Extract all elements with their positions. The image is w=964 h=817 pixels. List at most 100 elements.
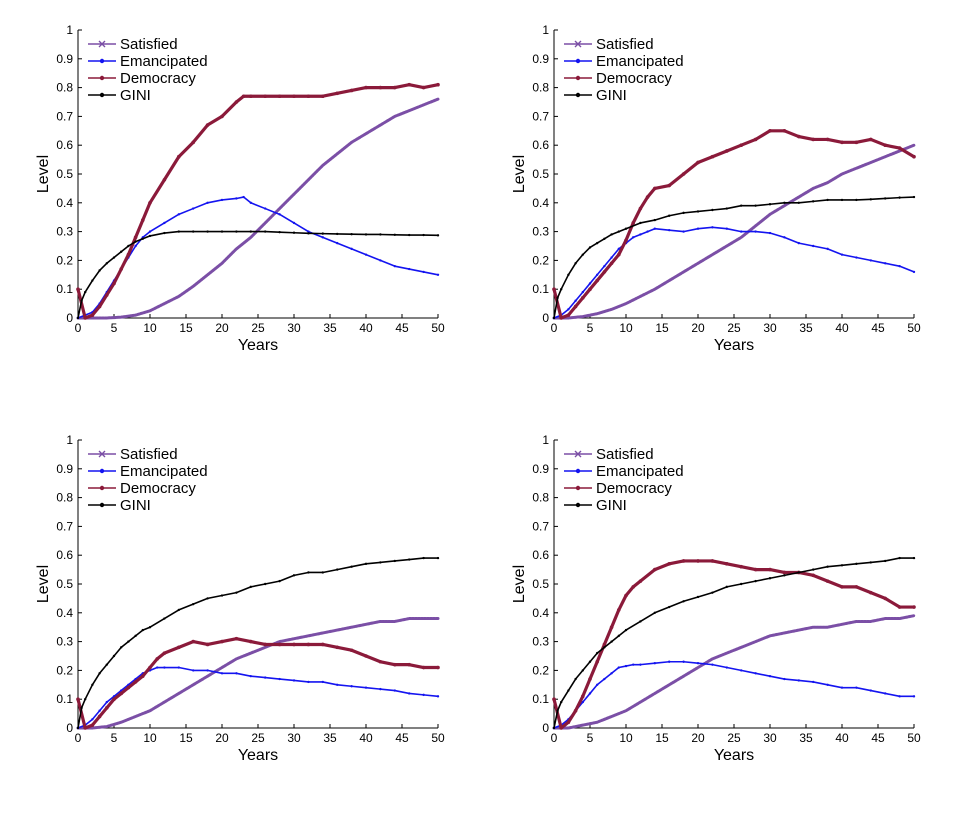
series-line-gini [553, 196, 915, 319]
data-point-democracy [854, 585, 859, 589]
data-point-democracy [581, 694, 585, 699]
data-point-emancipated [163, 221, 166, 225]
data-point-gini [624, 227, 628, 230]
data-point-gini [812, 568, 815, 571]
x-tick-label: 5 [587, 731, 594, 745]
data-point-democracy [753, 137, 758, 142]
data-point-democracy [588, 677, 592, 681]
data-point-democracy [306, 94, 311, 99]
data-point-emancipated [408, 267, 411, 271]
data-point-emancipated [278, 677, 281, 681]
legend-label-gini: GINI [120, 497, 151, 514]
data-point-emancipated [639, 663, 642, 666]
legend-label-satisfied: Satisfied [120, 36, 178, 53]
x-tick-label: 20 [215, 321, 229, 335]
data-point-democracy [624, 238, 628, 243]
data-point-gini [740, 582, 743, 586]
data-point-democracy [321, 94, 325, 99]
data-point-emancipated [826, 247, 829, 251]
data-point-democracy [559, 726, 563, 730]
data-point-democracy [696, 160, 700, 165]
data-point-democracy [292, 642, 296, 647]
data-point-gini [556, 296, 559, 300]
data-point-democracy [249, 94, 253, 99]
data-point-democracy [725, 562, 729, 566]
data-point-democracy [617, 608, 621, 612]
data-point-gini [321, 571, 324, 574]
data-point-democracy [573, 708, 578, 713]
data-point-democracy [421, 665, 426, 670]
data-point-satisfied [148, 309, 152, 312]
data-point-emancipated [603, 677, 606, 681]
data-point-satisfied [148, 709, 152, 712]
data-point-emancipated [696, 662, 700, 665]
data-point-emancipated [235, 672, 238, 675]
series-line-democracy [552, 559, 916, 730]
y-tick-label: 0 [542, 721, 549, 735]
data-point-gini [235, 591, 238, 594]
data-point-democracy [869, 137, 873, 142]
data-point-democracy [90, 313, 95, 317]
data-point-satisfied [105, 725, 109, 728]
legend-label-emancipated: Emancipated [120, 463, 208, 480]
legend-marker-emancipated [99, 58, 105, 64]
data-point-democracy [148, 201, 152, 205]
data-point-democracy [667, 183, 671, 188]
data-point-gini [639, 221, 642, 225]
data-point-emancipated [610, 256, 613, 259]
data-point-democracy [912, 605, 916, 609]
legend-marker-gini [575, 502, 581, 508]
data-point-democracy [97, 714, 102, 719]
series-line-gini [553, 557, 915, 729]
data-point-democracy [191, 639, 195, 644]
chart-panel-3: 0 5 10 15 20 25 30 35 40 45 50 0 0.1 0.2 0.3 0.4 0.5 0.6 0… [35, 433, 445, 764]
data-point-satisfied [91, 726, 94, 730]
data-point-emancipated [336, 241, 339, 245]
data-point-emancipated [98, 709, 101, 712]
data-point-gini [307, 571, 310, 574]
data-point-gini [134, 634, 137, 638]
data-point-democracy [552, 697, 556, 701]
data-point-satisfied [264, 221, 267, 225]
data-point-gini [98, 269, 101, 272]
data-point-emancipated [632, 236, 635, 239]
data-point-emancipated [192, 669, 195, 672]
data-point-emancipated [617, 666, 620, 669]
x-tick-label: 10 [143, 731, 157, 745]
data-point-emancipated [588, 692, 592, 695]
data-point-satisfied [826, 181, 829, 184]
data-point-emancipated [855, 256, 858, 259]
data-point-democracy [407, 82, 412, 87]
data-point-democracy [883, 143, 887, 147]
data-point-gini [898, 196, 901, 199]
data-point-democracy [407, 662, 412, 667]
data-point-democracy [912, 154, 916, 159]
data-point-gini [826, 198, 829, 202]
data-point-democracy [595, 659, 599, 664]
data-point-gini [884, 559, 887, 563]
data-point-satisfied [177, 295, 180, 298]
y-tick-label: 1 [542, 23, 549, 37]
data-point-emancipated [783, 236, 786, 239]
data-point-gini [105, 262, 109, 265]
data-point-satisfied [278, 207, 281, 210]
data-point-democracy [696, 559, 700, 563]
legend-label-gini: GINI [120, 87, 151, 104]
data-point-gini [134, 240, 137, 243]
data-point-democracy [811, 137, 815, 142]
x-tick-label: 35 [799, 731, 813, 745]
data-point-emancipated [884, 262, 887, 265]
data-point-democracy [566, 720, 571, 725]
data-point-democracy [393, 662, 397, 667]
data-point-gini [653, 611, 656, 614]
y-tick-label: 0.2 [56, 253, 73, 267]
data-point-emancipated [436, 695, 440, 698]
data-point-emancipated [177, 213, 180, 216]
x-tick-label: 30 [763, 731, 777, 745]
x-tick-label: 5 [587, 321, 594, 335]
data-point-emancipated [912, 270, 916, 274]
data-point-gini [711, 208, 714, 212]
data-point-emancipated [725, 666, 728, 669]
data-point-satisfied [639, 700, 642, 704]
legend-marker-emancipated [575, 468, 581, 474]
